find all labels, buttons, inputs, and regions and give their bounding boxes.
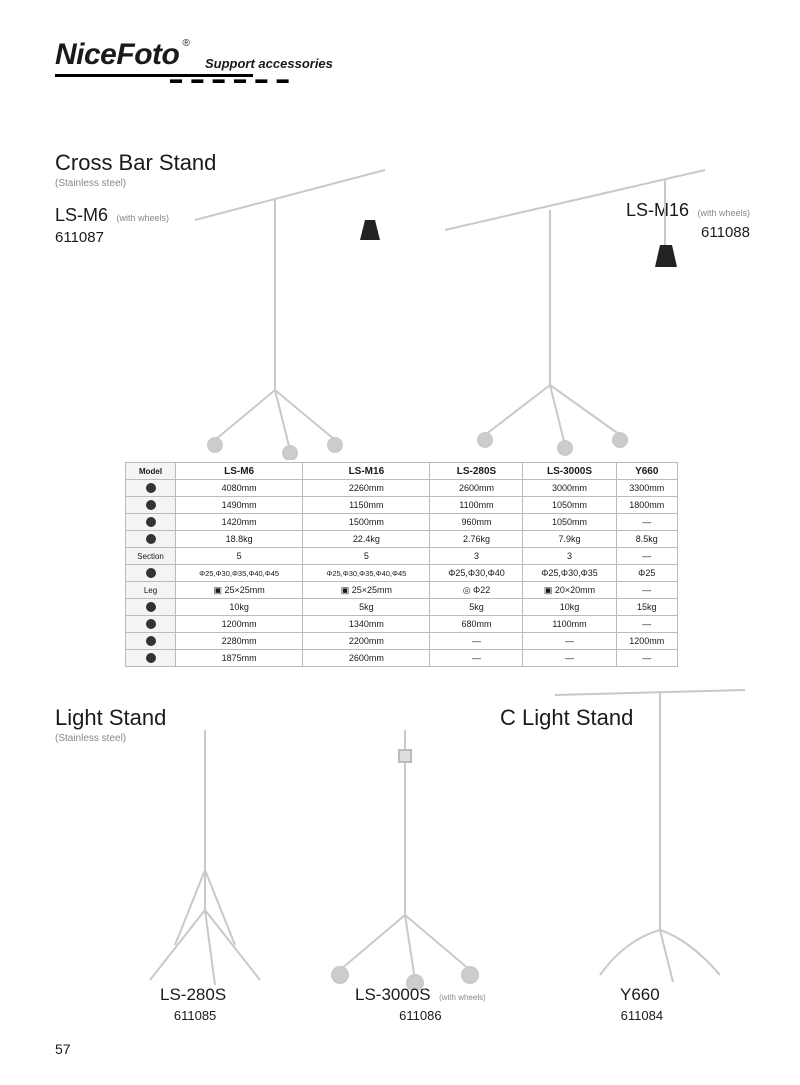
row-label: Section: [126, 548, 176, 565]
product-figure-lsm16: [405, 150, 725, 465]
sku: 611086: [355, 1008, 486, 1023]
brand-underline-dashes: ▬ ▬ ▬ ▬ ▬ ▬: [170, 72, 292, 86]
bottom-label-b: LS-3000S (with wheels) 611086: [355, 985, 486, 1023]
spec-icon: [146, 602, 156, 612]
table-row: 1875mm2600mm———: [126, 650, 678, 667]
spec-icon: [146, 568, 156, 578]
spec-icon: [146, 500, 156, 510]
table-row: Model LS-M6 LS-M16 LS-280S LS-3000S Y660: [126, 463, 678, 480]
table-row: Leg▣ 25×25mm▣ 25×25mm◎ Φ22▣ 20×20mm—: [126, 582, 678, 599]
table-row: 2280mm2200mm——1200mm: [126, 633, 678, 650]
brand-logo: NiceFoto®: [55, 38, 179, 72]
bottom-label-a: LS-280S 611085: [160, 985, 230, 1023]
spec-icon: [146, 483, 156, 493]
model-name: LS-3000S: [355, 985, 431, 1004]
col-header: Model: [126, 463, 176, 480]
spec-table: Model LS-M6 LS-M16 LS-280S LS-3000S Y660…: [125, 462, 678, 667]
table-row: 4080mm2260mm2600mm3000mm3300mm: [126, 480, 678, 497]
registered-mark: ®: [182, 38, 189, 49]
page-number: 57: [55, 1041, 71, 1057]
model-name: LS-280S: [160, 985, 226, 1004]
header-subtitle: Support accessories: [205, 56, 333, 71]
brand-name: NiceFoto: [55, 38, 179, 71]
table-row: 1490mm1150mm1100mm1050mm1800mm: [126, 497, 678, 514]
table-row: 1420mm1500mm960mm1050mm—: [126, 514, 678, 531]
model-note: (with wheels): [439, 993, 486, 1002]
col-header: LS-280S: [430, 463, 523, 480]
table-row: 18.8kg22.4kg2.76kg7.9kg8.5kg: [126, 531, 678, 548]
table-row: 1200mm1340mm680mm1100mm—: [126, 616, 678, 633]
table-row: 10kg5kg5kg10kg15kg: [126, 599, 678, 616]
sku: 611085: [160, 1008, 230, 1023]
product-figure-lsm6: [135, 160, 415, 465]
table-row: Section5533—: [126, 548, 678, 565]
spec-icon: [146, 517, 156, 527]
col-header: LS-M6: [176, 463, 303, 480]
product-figure-y660: [525, 670, 755, 995]
spec-icon: [146, 619, 156, 629]
row-label: Leg: [126, 582, 176, 599]
table-row: Φ25,Φ30,Φ35,Φ40,Φ45Φ25,Φ30,Φ35,Φ40,Φ45Φ2…: [126, 565, 678, 582]
spec-icon: [146, 636, 156, 646]
product-figure-ls3000s: [300, 720, 510, 995]
crossbar-section: Cross Bar Stand (Stainless steel) LS-M6 …: [55, 150, 745, 189]
model-name: Y660: [620, 985, 660, 1004]
col-header: LS-3000S: [523, 463, 616, 480]
product-figure-ls280s: [115, 720, 295, 995]
col-header: LS-M16: [303, 463, 430, 480]
bottom-label-c: Y660 611084: [620, 985, 664, 1023]
spec-icon: [146, 653, 156, 663]
col-header: Y660: [616, 463, 678, 480]
spec-icon: [146, 534, 156, 544]
page-header: NiceFoto® Support accessories ▬ ▬ ▬ ▬ ▬ …: [0, 0, 800, 77]
sku: 611084: [620, 1008, 664, 1023]
model-name: LS-M6: [55, 205, 108, 225]
